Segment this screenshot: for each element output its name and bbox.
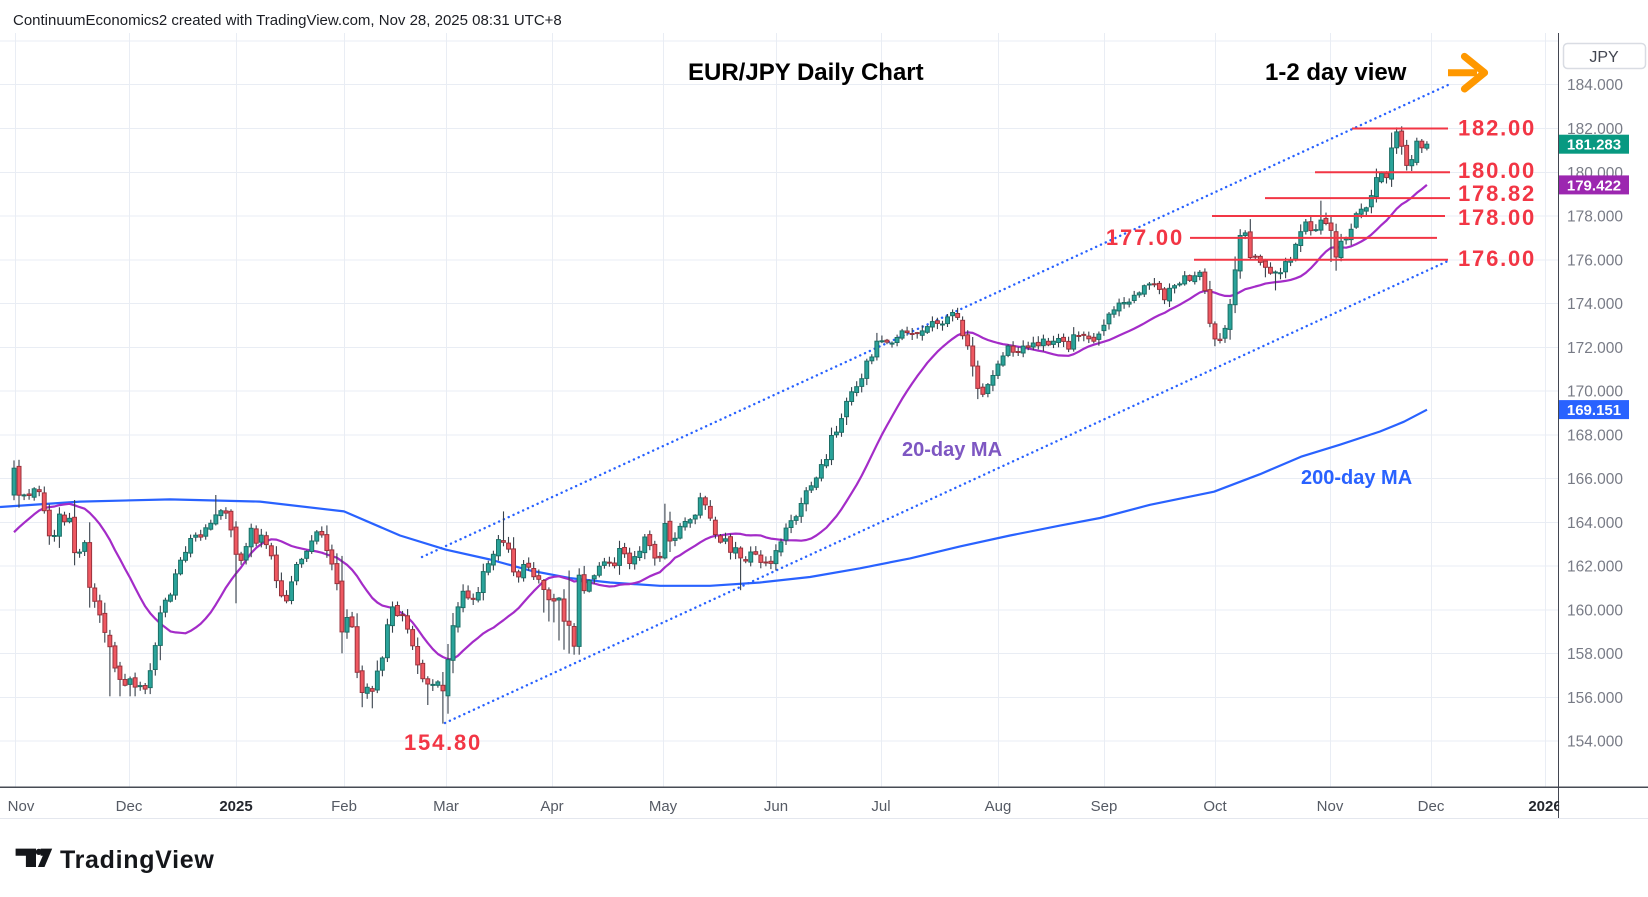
svg-text:Sep: Sep bbox=[1091, 798, 1118, 815]
svg-text:ContinuumEconomics2 created wi: ContinuumEconomics2 created with Trading… bbox=[13, 12, 562, 29]
svg-text:177.00: 177.00 bbox=[1106, 225, 1184, 250]
svg-text:Jun: Jun bbox=[764, 798, 788, 815]
svg-text:178.000: 178.000 bbox=[1567, 209, 1623, 226]
svg-text:164.000: 164.000 bbox=[1567, 515, 1623, 532]
svg-text:200-day MA: 200-day MA bbox=[1301, 467, 1412, 489]
svg-text:178.00: 178.00 bbox=[1458, 205, 1536, 230]
svg-text:181.283: 181.283 bbox=[1567, 137, 1621, 154]
svg-text:172.000: 172.000 bbox=[1567, 340, 1623, 357]
svg-text:Mar: Mar bbox=[433, 798, 459, 815]
svg-text:169.151: 169.151 bbox=[1567, 402, 1621, 419]
svg-text:170.000: 170.000 bbox=[1567, 384, 1623, 401]
svg-text:182.00: 182.00 bbox=[1458, 116, 1536, 141]
svg-text:2025: 2025 bbox=[219, 798, 252, 815]
svg-text:160.000: 160.000 bbox=[1567, 602, 1623, 619]
svg-text:Nov: Nov bbox=[8, 798, 35, 815]
svg-text:Aug: Aug bbox=[985, 798, 1012, 815]
svg-text:154.000: 154.000 bbox=[1567, 734, 1623, 751]
svg-text:20-day MA: 20-day MA bbox=[902, 439, 1002, 461]
svg-text:176.000: 176.000 bbox=[1567, 252, 1623, 269]
svg-text:EUR/JPY Daily Chart: EUR/JPY Daily Chart bbox=[688, 59, 924, 86]
svg-text:178.82: 178.82 bbox=[1458, 181, 1536, 206]
svg-text:182.000: 182.000 bbox=[1567, 121, 1623, 138]
svg-text:158.000: 158.000 bbox=[1567, 646, 1623, 663]
svg-text:180.00: 180.00 bbox=[1458, 158, 1536, 183]
svg-text:Apr: Apr bbox=[540, 798, 563, 815]
svg-text:2026: 2026 bbox=[1528, 798, 1561, 815]
svg-text:Nov: Nov bbox=[1317, 798, 1344, 815]
svg-text:162.000: 162.000 bbox=[1567, 559, 1623, 576]
svg-text:Oct: Oct bbox=[1203, 798, 1227, 815]
svg-text:166.000: 166.000 bbox=[1567, 471, 1623, 488]
svg-text:156.000: 156.000 bbox=[1567, 690, 1623, 707]
svg-text:154.80: 154.80 bbox=[404, 730, 482, 755]
svg-text:Dec: Dec bbox=[1418, 798, 1445, 815]
svg-text:JPY: JPY bbox=[1589, 49, 1619, 66]
svg-text:168.000: 168.000 bbox=[1567, 427, 1623, 444]
svg-text:176.00: 176.00 bbox=[1458, 246, 1536, 271]
svg-text:Jul: Jul bbox=[871, 798, 890, 815]
svg-text:Feb: Feb bbox=[331, 798, 357, 815]
svg-text:174.000: 174.000 bbox=[1567, 296, 1623, 313]
svg-text:Dec: Dec bbox=[116, 798, 143, 815]
svg-text:May: May bbox=[649, 798, 678, 815]
svg-text:179.422: 179.422 bbox=[1567, 177, 1621, 194]
svg-text:184.000: 184.000 bbox=[1567, 77, 1623, 94]
svg-text:1-2 day view: 1-2 day view bbox=[1265, 59, 1407, 86]
svg-text:TradingView: TradingView bbox=[60, 846, 215, 874]
